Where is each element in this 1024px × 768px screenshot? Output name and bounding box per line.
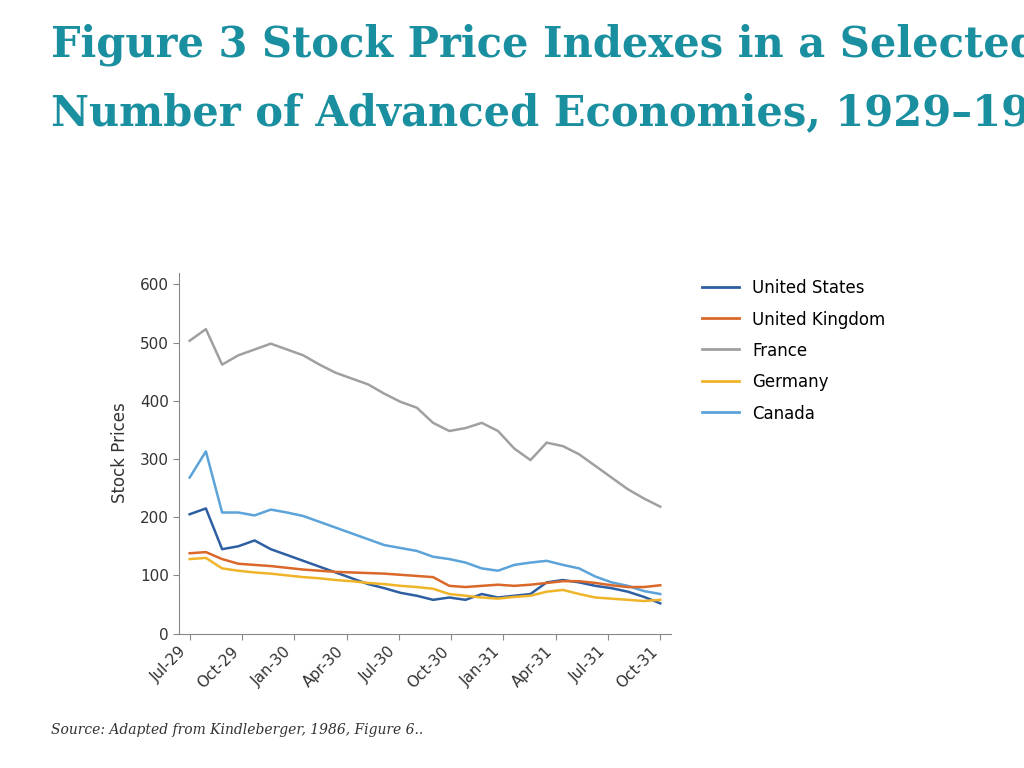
Text: Figure 3 Stock Price Indexes in a Selected: Figure 3 Stock Price Indexes in a Select… (51, 23, 1024, 65)
Y-axis label: Stock Prices: Stock Prices (111, 402, 129, 504)
Text: Source: Adapted from Kindleberger, 1986, Figure 6..: Source: Adapted from Kindleberger, 1986,… (51, 723, 424, 737)
Legend: United States, United Kingdom, France, Germany, Canada: United States, United Kingdom, France, G… (695, 273, 892, 429)
Text: Number of Advanced Economies, 1929–1931: Number of Advanced Economies, 1929–1931 (51, 92, 1024, 134)
